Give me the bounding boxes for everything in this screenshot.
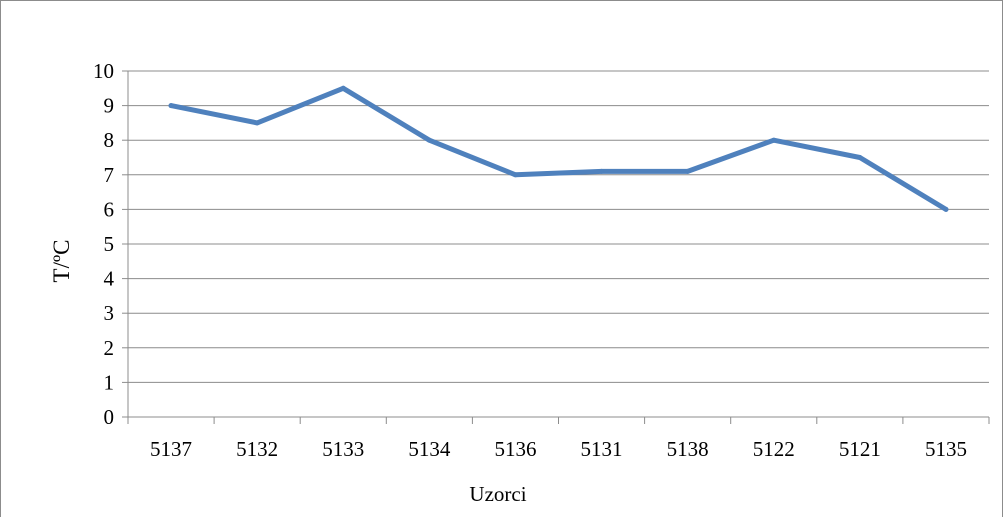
data-point [168, 103, 174, 109]
x-tick-label: 5122 [753, 437, 795, 461]
data-point [512, 172, 518, 178]
x-tick-label: 5137 [150, 437, 192, 461]
series-line [168, 85, 949, 212]
y-tick-label: 1 [104, 370, 115, 394]
x-tick-label: 5134 [408, 437, 451, 461]
x-tick-label: 5138 [667, 437, 709, 461]
data-point [771, 137, 777, 143]
y-tick-label: 2 [104, 336, 115, 360]
y-tick-label: 10 [93, 59, 114, 83]
data-point [254, 120, 260, 126]
data-point [685, 168, 691, 174]
x-tick-labels: 5137 5132 5133 5134 5136 5131 5138 5122 5121 5135 [150, 437, 967, 461]
y-tick-label: 8 [104, 128, 115, 152]
data-point [340, 85, 346, 91]
y-axis-title: T/ºC [49, 240, 74, 283]
x-tick-label: 5135 [925, 437, 967, 461]
y-tick-label: 6 [104, 197, 115, 221]
x-tick-label: 5132 [236, 437, 278, 461]
series-layer [168, 85, 949, 212]
y-tick-label: 0 [104, 405, 115, 429]
data-point [599, 168, 605, 174]
axes [122, 70, 990, 424]
y-tick-label: 5 [104, 232, 115, 256]
y-tick-label: 3 [104, 301, 115, 325]
x-axis-title: Uzorci [469, 482, 526, 506]
x-tick-label: 5136 [494, 437, 536, 461]
data-point [943, 206, 949, 212]
x-tick-label: 5131 [581, 437, 623, 461]
y-tick-label: 4 [104, 267, 115, 291]
data-point [426, 137, 432, 143]
x-tick-label: 5133 [322, 437, 364, 461]
y-tick-label: 9 [104, 94, 115, 118]
x-tick-label: 5121 [839, 437, 881, 461]
gridlines [128, 70, 989, 383]
data-point [857, 155, 863, 160]
y-tick-label: 7 [104, 163, 115, 187]
y-tick-labels: 0 1 2 3 4 5 6 7 8 9 10 [93, 59, 115, 429]
